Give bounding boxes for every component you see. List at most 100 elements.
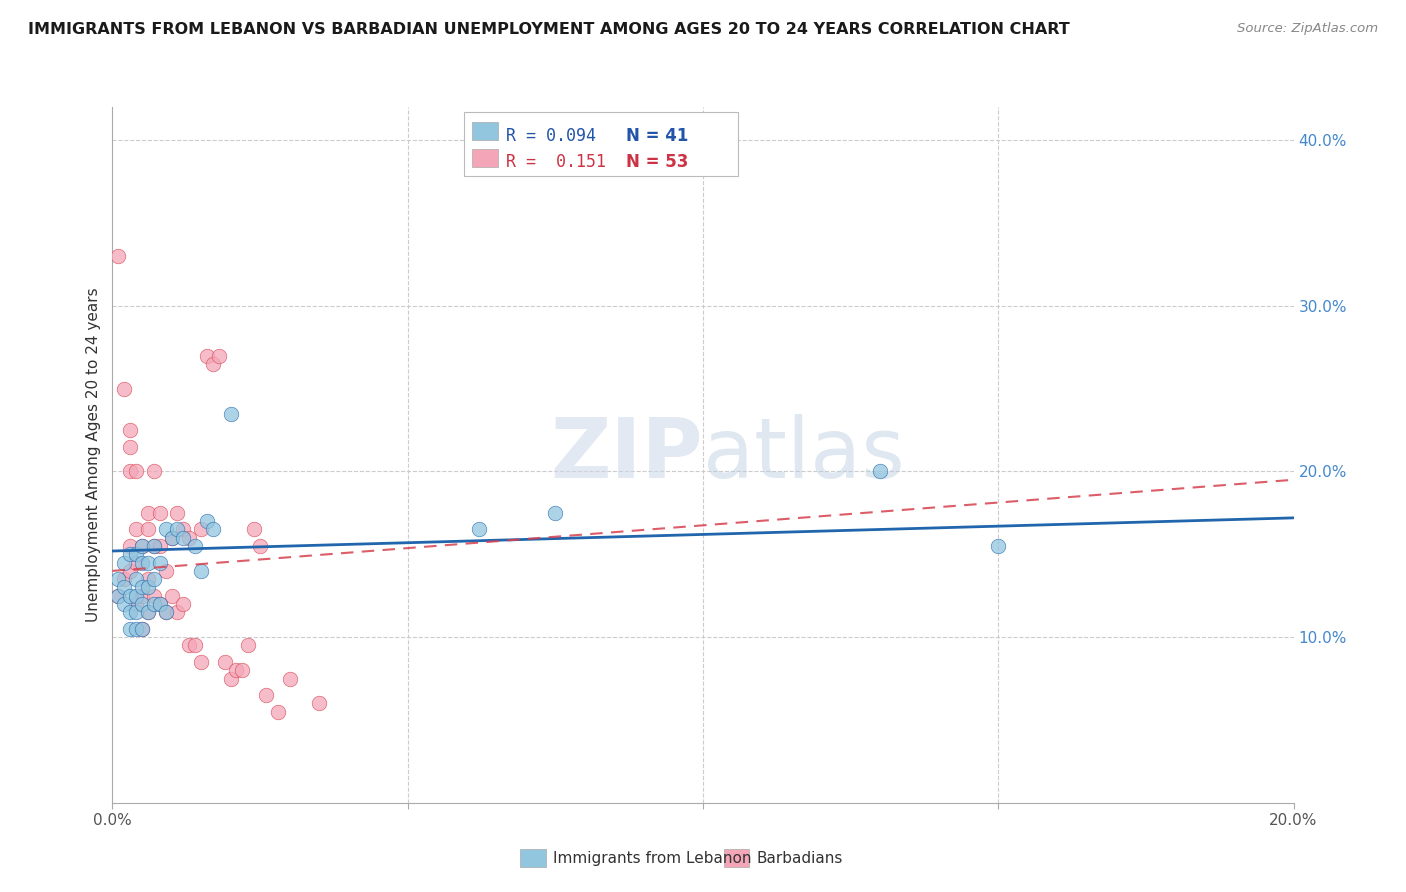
Text: R =  0.151: R = 0.151	[506, 153, 606, 171]
Point	[190, 564, 212, 578]
Point	[208, 349, 231, 363]
Point	[112, 581, 135, 595]
Point	[254, 688, 277, 702]
Point	[184, 639, 207, 653]
Point	[238, 639, 260, 653]
Point	[136, 556, 159, 570]
Point	[195, 349, 218, 363]
Point	[195, 514, 218, 528]
Point	[267, 705, 290, 719]
Point	[160, 531, 183, 545]
Text: N = 53: N = 53	[626, 153, 688, 171]
Text: R = 0.094: R = 0.094	[506, 127, 596, 145]
Point	[120, 465, 142, 479]
Point	[160, 531, 183, 545]
Point	[131, 539, 153, 553]
Point	[142, 589, 165, 603]
Point	[131, 622, 153, 636]
Point	[136, 572, 159, 586]
Point	[987, 539, 1010, 553]
Text: Source: ZipAtlas.com: Source: ZipAtlas.com	[1237, 22, 1378, 36]
Point	[136, 581, 159, 595]
Point	[278, 672, 301, 686]
Text: Barbadians: Barbadians	[756, 851, 842, 865]
Point	[155, 605, 177, 619]
Point	[112, 572, 135, 586]
Point	[125, 556, 148, 570]
Point	[184, 539, 207, 553]
Point	[120, 539, 142, 553]
Point	[120, 564, 142, 578]
Text: N = 41: N = 41	[626, 127, 688, 145]
Point	[214, 655, 236, 669]
Point	[201, 357, 224, 371]
Point	[131, 597, 153, 611]
Point	[225, 663, 247, 677]
Point	[142, 597, 165, 611]
Point	[155, 605, 177, 619]
Point	[125, 622, 148, 636]
Point	[112, 382, 135, 396]
Point	[243, 523, 266, 537]
Point	[125, 605, 148, 619]
Point	[172, 597, 194, 611]
Point	[308, 697, 330, 711]
Point	[131, 556, 153, 570]
Point	[125, 572, 148, 586]
Text: Immigrants from Lebanon: Immigrants from Lebanon	[553, 851, 751, 865]
Point	[131, 539, 153, 553]
Point	[149, 539, 172, 553]
Point	[249, 539, 271, 553]
Point	[125, 465, 148, 479]
Point	[131, 622, 153, 636]
Point	[125, 523, 148, 537]
Point	[231, 663, 253, 677]
Point	[179, 531, 201, 545]
Point	[107, 589, 129, 603]
Point	[179, 639, 201, 653]
Point	[120, 605, 142, 619]
Point	[142, 539, 165, 553]
Point	[544, 506, 567, 520]
Point	[190, 523, 212, 537]
Point	[131, 581, 153, 595]
Point	[869, 465, 891, 479]
Point	[467, 523, 489, 537]
Point	[201, 523, 224, 537]
Point	[107, 589, 129, 603]
Point	[149, 556, 172, 570]
Point	[112, 556, 135, 570]
Point	[166, 506, 188, 520]
Point	[136, 523, 159, 537]
Point	[120, 423, 142, 437]
Text: ZIP: ZIP	[551, 415, 703, 495]
Point	[142, 572, 165, 586]
Point	[131, 589, 153, 603]
Point	[136, 605, 159, 619]
Point	[219, 407, 242, 421]
Y-axis label: Unemployment Among Ages 20 to 24 years: Unemployment Among Ages 20 to 24 years	[86, 287, 101, 623]
Point	[155, 564, 177, 578]
Text: IMMIGRANTS FROM LEBANON VS BARBADIAN UNEMPLOYMENT AMONG AGES 20 TO 24 YEARS CORR: IMMIGRANTS FROM LEBANON VS BARBADIAN UNE…	[28, 22, 1070, 37]
Point	[149, 506, 172, 520]
Point	[120, 547, 142, 561]
Point	[160, 589, 183, 603]
Point	[112, 597, 135, 611]
Point	[172, 531, 194, 545]
Point	[125, 589, 148, 603]
Point	[107, 572, 129, 586]
Point	[166, 605, 188, 619]
Point	[125, 597, 148, 611]
Point	[120, 589, 142, 603]
Point	[136, 605, 159, 619]
Text: atlas: atlas	[703, 415, 904, 495]
Point	[107, 249, 129, 263]
Point	[125, 547, 148, 561]
Point	[136, 506, 159, 520]
Point	[190, 655, 212, 669]
Point	[155, 523, 177, 537]
Point	[142, 539, 165, 553]
Point	[149, 597, 172, 611]
Point	[166, 523, 188, 537]
Point	[219, 672, 242, 686]
